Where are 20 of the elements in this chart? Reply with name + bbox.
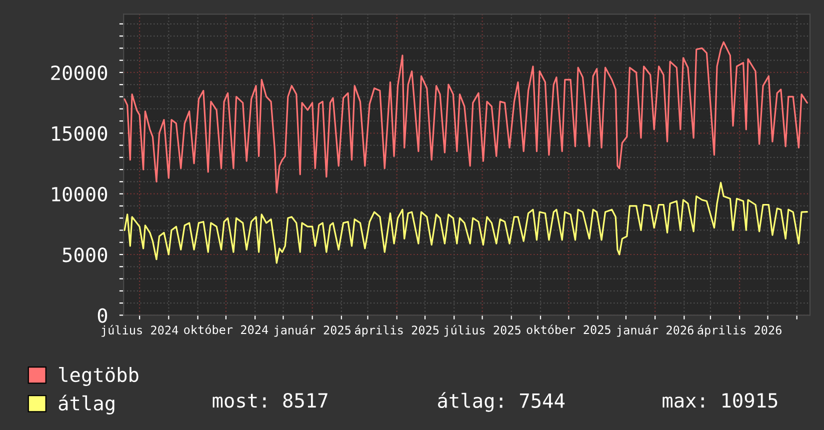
text: max: 10915: [662, 393, 778, 408]
x-tick-label: április 2025: [354, 324, 439, 337]
legend-label: legtöbb: [59, 366, 138, 386]
y-tick-label: 10000: [52, 186, 108, 202]
y-tick-label: 5000: [62, 248, 108, 262]
x-tick-label: július 2025: [444, 324, 520, 337]
y-tick-label: 15000: [52, 126, 108, 141]
y-tick-label: 20000: [51, 65, 108, 80]
x-tick-label: október 2025: [526, 324, 610, 334]
x-tick-label: április 2026: [698, 324, 782, 337]
line-series: [124, 182, 808, 264]
line-series: [124, 41, 808, 194]
x-tick-label: január 2025: [274, 324, 350, 337]
x-tick-label: október 2024: [184, 324, 268, 334]
legend-label: átlag: [58, 394, 114, 414]
text: most: 8517: [212, 393, 328, 408]
text: átlag: 7544: [438, 392, 565, 412]
y-tick-label: 0: [98, 308, 108, 323]
x-tick-label: július 2024: [102, 324, 178, 337]
x-tick-label: január 2026: [617, 324, 694, 337]
